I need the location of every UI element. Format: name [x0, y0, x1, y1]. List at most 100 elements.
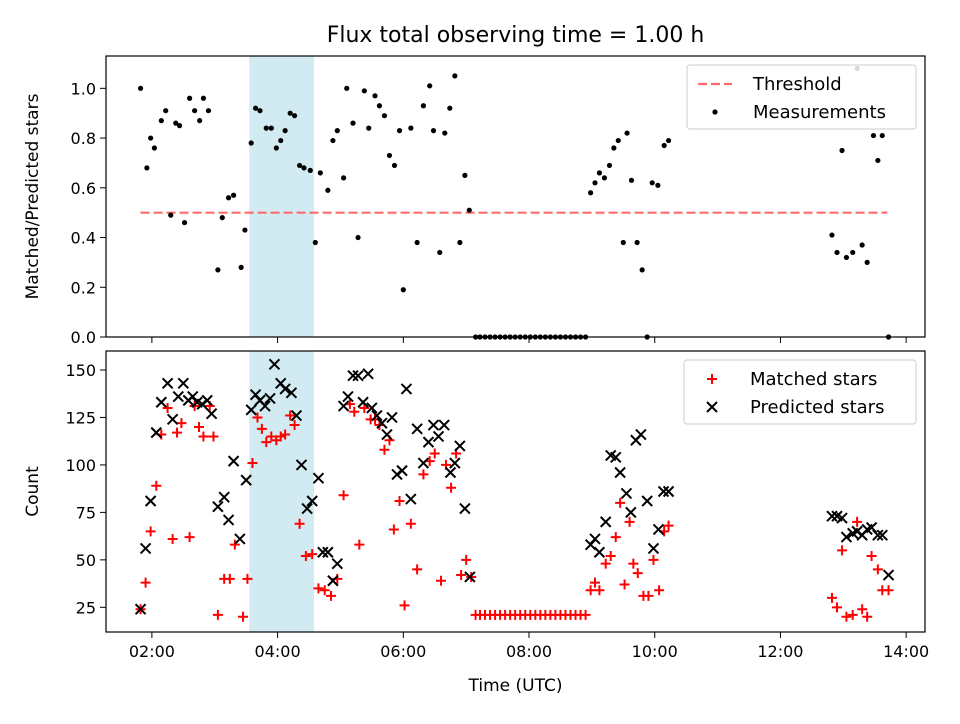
data-point: [459, 502, 471, 515]
legend-box: [686, 64, 917, 130]
bottom-y-axis-label: Count: [23, 466, 43, 517]
data-point: [344, 85, 350, 91]
data-point: [643, 590, 654, 601]
data-point: [635, 428, 647, 441]
data-point: [843, 254, 850, 261]
data-point: [649, 180, 655, 186]
data-point: [140, 577, 151, 588]
data-point: [247, 458, 258, 469]
data-point: [610, 532, 621, 543]
data-point: [456, 570, 467, 581]
data-point: [263, 125, 269, 131]
data-point: [872, 564, 883, 575]
legend-label: Matched stars: [750, 369, 877, 390]
data-point: [144, 495, 157, 507]
data-point: [605, 551, 616, 562]
axes-frame: [105, 55, 926, 338]
data-point: [163, 108, 169, 114]
data-point: [615, 497, 626, 508]
data-point: [184, 532, 195, 543]
x-tick-label: 12:00: [757, 642, 803, 661]
y-tick-label: 150: [65, 361, 96, 380]
data-point: [585, 585, 596, 596]
data-point: [657, 485, 670, 498]
data-point: [620, 487, 633, 500]
data-point: [172, 390, 184, 403]
y-tick-label: 0.2: [71, 278, 96, 297]
data-point: [242, 227, 248, 233]
data-point: [870, 132, 877, 139]
data-point: [325, 187, 331, 193]
data-point: [173, 120, 179, 126]
data-point: [882, 569, 895, 581]
data-point: [438, 419, 450, 431]
data-point: [331, 557, 344, 570]
y-tick-label: 0.8: [71, 129, 96, 148]
data-point: [261, 437, 272, 448]
data-point: [381, 113, 388, 119]
data-point: [641, 495, 653, 507]
data-point: [172, 427, 183, 438]
data-point: [422, 436, 435, 448]
data-point: [347, 369, 359, 382]
data-point: [599, 516, 612, 528]
data-point: [593, 546, 606, 558]
data-point: [215, 267, 221, 273]
series-matched-stars: [135, 399, 894, 622]
data-point: [198, 431, 209, 442]
highlight-span: [249, 56, 315, 337]
data-point: [238, 611, 249, 622]
data-point: [462, 172, 468, 178]
data-point: [337, 400, 350, 412]
data-point: [301, 165, 307, 171]
data-point: [427, 83, 433, 89]
chart-title: Flux total observing time = 1.00 h: [327, 23, 705, 48]
data-point: [268, 358, 281, 370]
y-tick-label: 50: [76, 551, 96, 570]
data-point: [457, 239, 463, 246]
data-point: [411, 423, 423, 435]
legend-marker: [707, 374, 717, 384]
data-point: [379, 444, 390, 455]
data-point: [240, 474, 252, 486]
x-tick-label: 02:00: [129, 642, 175, 661]
data-point: [454, 440, 466, 452]
data-point: [376, 103, 383, 109]
data-point: [632, 568, 643, 579]
data-point: [589, 533, 601, 545]
legend: Matched stars Predicted stars: [683, 359, 917, 425]
data-point: [166, 413, 179, 426]
data-point: [192, 108, 198, 114]
data-point: [634, 239, 640, 246]
data-point: [229, 539, 240, 550]
data-point: [212, 609, 223, 620]
data-point: [466, 207, 472, 213]
data-point: [291, 113, 298, 119]
data-point: [264, 392, 276, 405]
data-point: [200, 95, 207, 101]
data-point: [342, 390, 354, 403]
data-point: [357, 396, 369, 408]
data-point: [866, 551, 877, 562]
data-point: [266, 431, 277, 442]
data-point: [168, 212, 174, 218]
data-point: [620, 239, 626, 246]
data-point: [580, 609, 591, 620]
data-point: [222, 514, 235, 526]
data-point: [148, 135, 154, 141]
data-point: [322, 546, 334, 558]
data-point: [663, 520, 674, 531]
data-point: [588, 190, 594, 196]
data-point: [859, 242, 865, 248]
data-point: [436, 575, 447, 586]
data-point: [625, 506, 637, 519]
data-point: [628, 177, 635, 183]
data-point: [396, 464, 408, 477]
y-tick-label: 0.4: [71, 229, 96, 248]
data-point: [832, 602, 843, 613]
legend-label: Threshold: [752, 74, 842, 95]
data-point: [139, 542, 152, 555]
data-point: [857, 604, 868, 615]
data-point: [158, 118, 164, 124]
data-point: [430, 128, 437, 134]
